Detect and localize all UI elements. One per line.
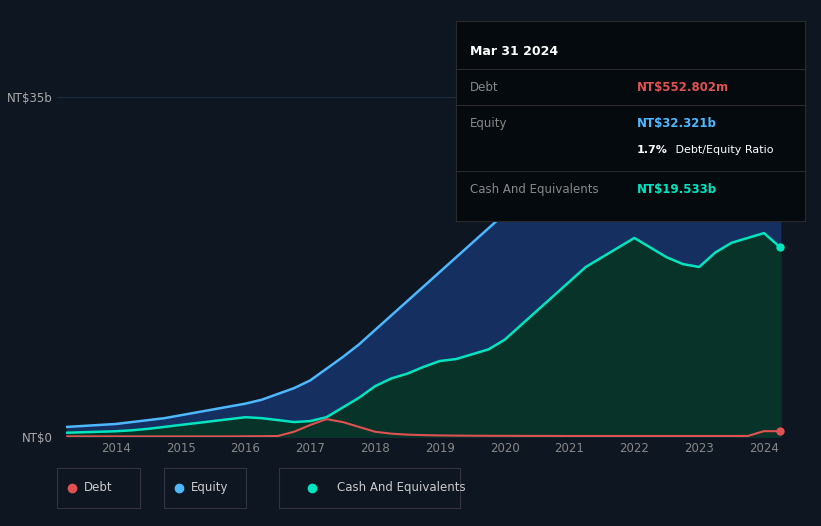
Text: NT$19.533b: NT$19.533b [637, 183, 718, 196]
Text: Equity: Equity [470, 117, 507, 130]
Text: Debt: Debt [84, 481, 112, 494]
Text: Cash And Equivalents: Cash And Equivalents [337, 481, 466, 494]
Text: Debt/Equity Ratio: Debt/Equity Ratio [672, 145, 773, 155]
Text: NT$552.802m: NT$552.802m [637, 81, 729, 94]
Text: Mar 31 2024: Mar 31 2024 [470, 45, 557, 58]
Text: NT$32.321b: NT$32.321b [637, 117, 717, 130]
Text: Debt: Debt [470, 81, 498, 94]
Text: 1.7%: 1.7% [637, 145, 668, 155]
Text: Equity: Equity [190, 481, 228, 494]
Text: Cash And Equivalents: Cash And Equivalents [470, 183, 599, 196]
